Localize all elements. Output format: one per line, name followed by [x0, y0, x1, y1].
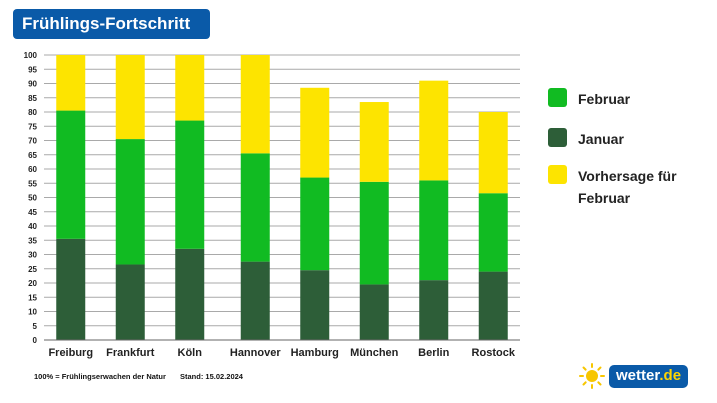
- bar-hamburg-januar: [300, 270, 330, 340]
- logo-tld: .de: [659, 366, 682, 384]
- footnote-stand: Stand: 15.02.2024: [180, 372, 243, 381]
- x-tick-label-berlin: Berlin: [418, 347, 449, 359]
- x-tick-label-köln: Köln: [178, 347, 203, 359]
- legend-swatch-januar: [548, 128, 567, 147]
- logo-badge: wetter.de: [609, 364, 689, 388]
- y-tick-label-10: 10: [28, 308, 37, 317]
- x-tick-label-hannover: Hannover: [230, 347, 281, 359]
- legend-label-februar: Februar: [578, 91, 631, 107]
- bar-rostock-januar: [478, 271, 508, 340]
- legend-item-vorhersage: Vorhersage für Februar: [548, 165, 708, 209]
- y-tick-label-80: 80: [28, 108, 37, 117]
- x-tick-label-münchen: München: [350, 347, 399, 359]
- bar-hannover-januar: [240, 261, 270, 340]
- y-tick-label-65: 65: [28, 151, 37, 160]
- footnote-definition: 100% = Frühlingserwachen der Natur: [34, 372, 166, 381]
- x-tick-label-freiburg: Freiburg: [48, 347, 93, 359]
- legend-item-februar: Februar: [548, 88, 708, 110]
- bar-rostock-februar: [478, 193, 508, 272]
- legend-swatch-februar: [548, 88, 567, 107]
- bar-köln-februar: [175, 120, 205, 249]
- y-tick-label-25: 25: [28, 265, 37, 274]
- x-tick-label-hamburg: Hamburg: [291, 347, 339, 359]
- y-tick-label-90: 90: [28, 80, 37, 89]
- x-tick-label-frankfurt: Frankfurt: [106, 347, 155, 359]
- bar-hannover-februar: [240, 153, 270, 262]
- legend-item-januar: Januar: [548, 128, 708, 150]
- bar-freiburg-februar: [56, 110, 86, 239]
- legend-label-vorhersage: Vorhersage für Februar: [578, 168, 677, 206]
- bar-münchen-vorhersage-für-februar: [359, 102, 389, 182]
- y-tick-label-0: 0: [33, 336, 38, 345]
- wetter-logo[interactable]: wetter.de: [578, 362, 689, 390]
- y-tick-label-30: 30: [28, 251, 37, 260]
- y-tick-label-5: 5: [33, 322, 38, 331]
- x-tick-label-rostock: Rostock: [472, 347, 516, 359]
- y-tick-label-85: 85: [28, 94, 37, 103]
- bar-frankfurt-februar: [115, 139, 145, 265]
- sun-icon: [579, 363, 605, 389]
- y-tick-label-60: 60: [28, 165, 37, 174]
- y-tick-label-45: 45: [28, 208, 37, 217]
- bar-freiburg-januar: [56, 238, 86, 340]
- bar-münchen-februar: [359, 181, 389, 285]
- bar-köln-januar: [175, 248, 205, 340]
- y-tick-label-15: 15: [28, 293, 37, 302]
- legend-label-januar: Januar: [578, 131, 624, 147]
- bar-rostock-vorhersage-für-februar: [478, 112, 508, 194]
- bar-münchen-januar: [359, 284, 389, 340]
- bar-köln-vorhersage-für-februar: [175, 55, 205, 121]
- y-tick-label-50: 50: [28, 194, 37, 203]
- logo-name: wetter: [616, 366, 660, 384]
- y-tick-label-95: 95: [28, 65, 37, 74]
- bar-hamburg-vorhersage-für-februar: [300, 87, 330, 178]
- y-tick-label-20: 20: [28, 279, 37, 288]
- y-tick-label-40: 40: [28, 222, 37, 231]
- bar-berlin-januar: [419, 280, 449, 340]
- chart-title: Frühlings-Fortschritt: [13, 9, 210, 39]
- bar-berlin-februar: [419, 180, 449, 281]
- bar-frankfurt-januar: [115, 264, 145, 340]
- y-tick-label-55: 55: [28, 179, 37, 188]
- y-tick-label-70: 70: [28, 137, 37, 146]
- y-tick-label-100: 100: [24, 51, 38, 60]
- bar-hamburg-februar: [300, 177, 330, 271]
- bar-hannover-vorhersage-für-februar: [240, 55, 270, 154]
- y-tick-label-75: 75: [28, 122, 37, 131]
- y-tick-label-35: 35: [28, 236, 37, 245]
- legend-swatch-vorhersage: [548, 165, 567, 184]
- bar-freiburg-vorhersage-für-februar: [56, 55, 86, 111]
- bar-frankfurt-vorhersage-für-februar: [115, 55, 145, 140]
- bar-berlin-vorhersage-für-februar: [419, 80, 449, 181]
- footnote: 100% = Frühlingserwachen der Natur Stand…: [34, 372, 255, 381]
